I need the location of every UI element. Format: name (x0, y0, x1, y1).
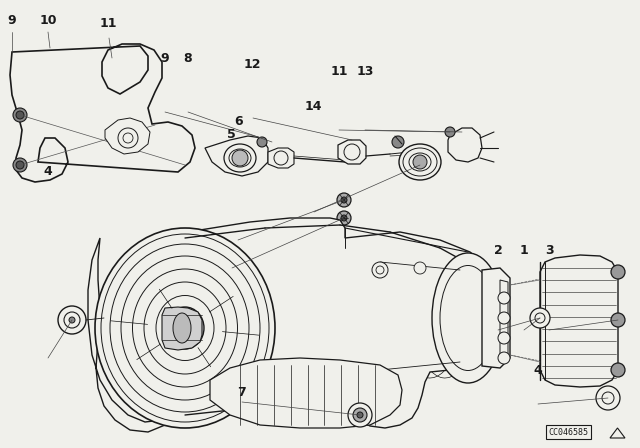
Polygon shape (448, 128, 482, 162)
Text: 2: 2 (493, 244, 502, 258)
Text: 14: 14 (305, 100, 323, 113)
Circle shape (414, 262, 426, 274)
Ellipse shape (144, 282, 226, 374)
Polygon shape (500, 280, 508, 358)
Ellipse shape (101, 234, 269, 422)
Circle shape (602, 392, 614, 404)
Ellipse shape (432, 253, 504, 383)
Circle shape (498, 312, 510, 324)
Circle shape (392, 136, 404, 148)
Ellipse shape (224, 144, 256, 172)
Circle shape (13, 108, 27, 122)
Circle shape (348, 403, 372, 427)
Circle shape (16, 161, 24, 169)
Circle shape (611, 265, 625, 279)
Circle shape (337, 193, 351, 207)
Text: 6: 6 (234, 115, 243, 129)
Ellipse shape (132, 269, 237, 387)
Text: 11: 11 (100, 17, 118, 30)
Circle shape (13, 158, 27, 172)
Text: 7: 7 (237, 385, 246, 399)
Circle shape (64, 312, 80, 328)
Circle shape (341, 197, 347, 203)
Circle shape (445, 127, 455, 137)
Circle shape (58, 306, 86, 334)
Circle shape (611, 363, 625, 377)
Circle shape (611, 313, 625, 327)
Circle shape (123, 133, 133, 143)
Circle shape (16, 111, 24, 119)
Text: 9: 9 (161, 52, 170, 65)
Circle shape (232, 150, 248, 166)
Circle shape (498, 352, 510, 364)
Text: CC046585: CC046585 (548, 427, 588, 436)
Text: 9: 9 (7, 13, 16, 27)
Text: 12: 12 (244, 58, 262, 72)
Ellipse shape (156, 296, 214, 361)
Ellipse shape (440, 266, 496, 370)
Circle shape (274, 151, 288, 165)
Circle shape (535, 313, 545, 323)
Text: 10: 10 (39, 13, 57, 27)
Text: 3: 3 (545, 244, 554, 258)
Text: 1: 1 (519, 244, 528, 258)
Ellipse shape (173, 313, 191, 343)
Polygon shape (540, 255, 618, 387)
Polygon shape (268, 148, 294, 168)
Ellipse shape (121, 256, 249, 400)
Ellipse shape (173, 314, 198, 342)
Circle shape (596, 386, 620, 410)
Polygon shape (88, 218, 500, 432)
Ellipse shape (403, 148, 437, 176)
Polygon shape (338, 140, 366, 164)
Circle shape (257, 137, 267, 147)
Polygon shape (105, 118, 150, 154)
Circle shape (337, 211, 351, 225)
Circle shape (344, 144, 360, 160)
Circle shape (498, 292, 510, 304)
Text: 11: 11 (330, 65, 348, 78)
Text: 5: 5 (227, 128, 236, 141)
Circle shape (118, 128, 138, 148)
Text: 4: 4 (533, 364, 542, 378)
Circle shape (530, 308, 550, 328)
Ellipse shape (399, 144, 441, 180)
Circle shape (413, 155, 427, 169)
Text: 4: 4 (44, 164, 52, 178)
Circle shape (357, 412, 363, 418)
Circle shape (376, 266, 384, 274)
Circle shape (69, 317, 75, 323)
Circle shape (341, 215, 347, 221)
Ellipse shape (95, 228, 275, 428)
Ellipse shape (110, 244, 260, 412)
Circle shape (498, 332, 510, 344)
Polygon shape (205, 136, 268, 176)
Ellipse shape (166, 307, 204, 349)
Text: 8: 8 (183, 52, 192, 65)
Polygon shape (210, 358, 402, 428)
Polygon shape (10, 44, 195, 182)
Polygon shape (482, 268, 510, 368)
Polygon shape (162, 307, 202, 350)
Circle shape (353, 408, 367, 422)
Text: 13: 13 (356, 65, 374, 78)
Ellipse shape (409, 153, 431, 171)
Ellipse shape (229, 149, 251, 167)
Circle shape (372, 262, 388, 278)
